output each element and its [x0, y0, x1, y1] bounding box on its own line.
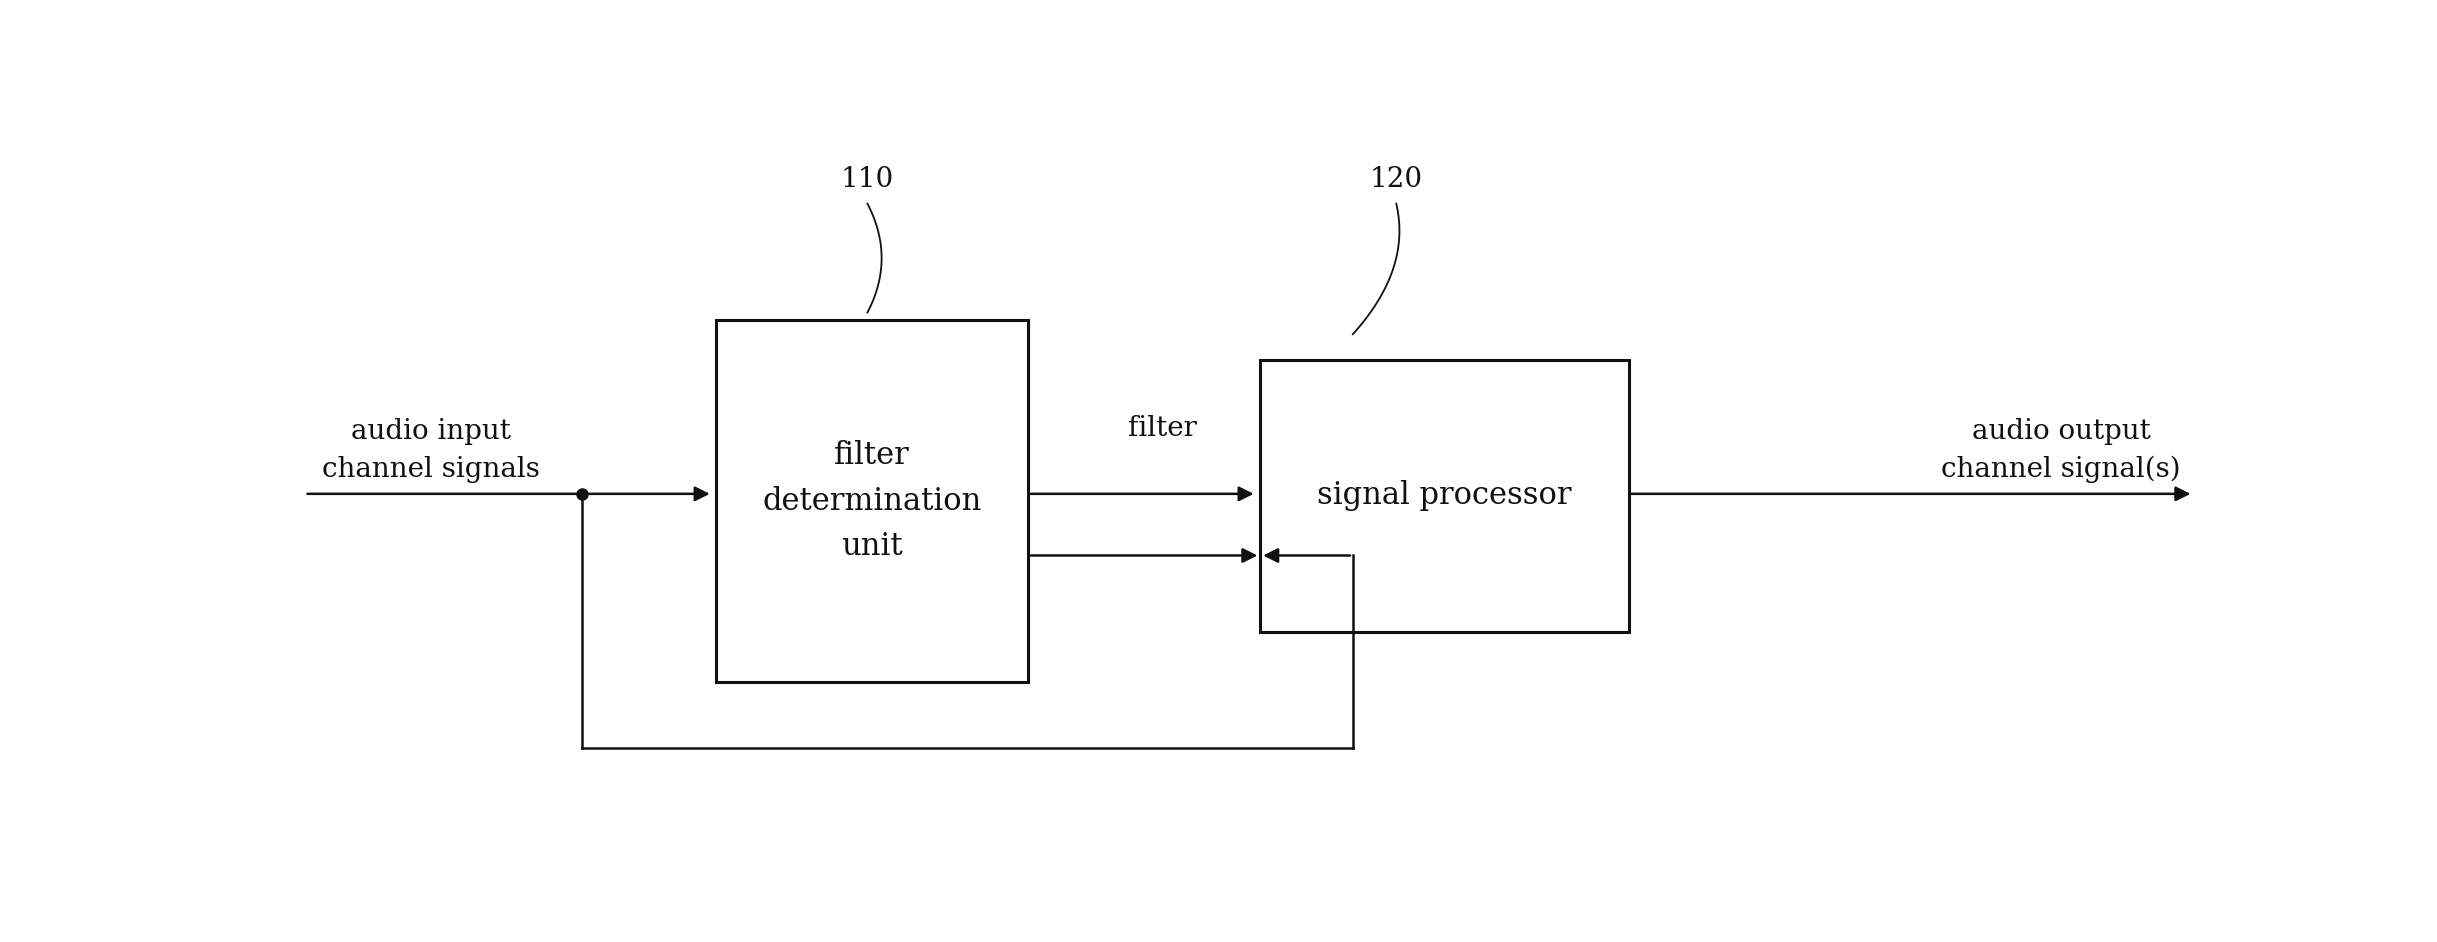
Text: 120: 120 — [1370, 166, 1423, 193]
Text: 110: 110 — [841, 166, 894, 193]
Text: audio input
channel signals: audio input channel signals — [322, 418, 541, 482]
Text: filter: filter — [1128, 415, 1197, 442]
Text: audio output
channel signal(s): audio output channel signal(s) — [1942, 418, 2181, 483]
Bar — [1260, 360, 1628, 632]
Text: filter
determination
unit: filter determination unit — [763, 440, 982, 562]
Text: signal processor: signal processor — [1316, 480, 1572, 512]
Bar — [716, 319, 1028, 682]
